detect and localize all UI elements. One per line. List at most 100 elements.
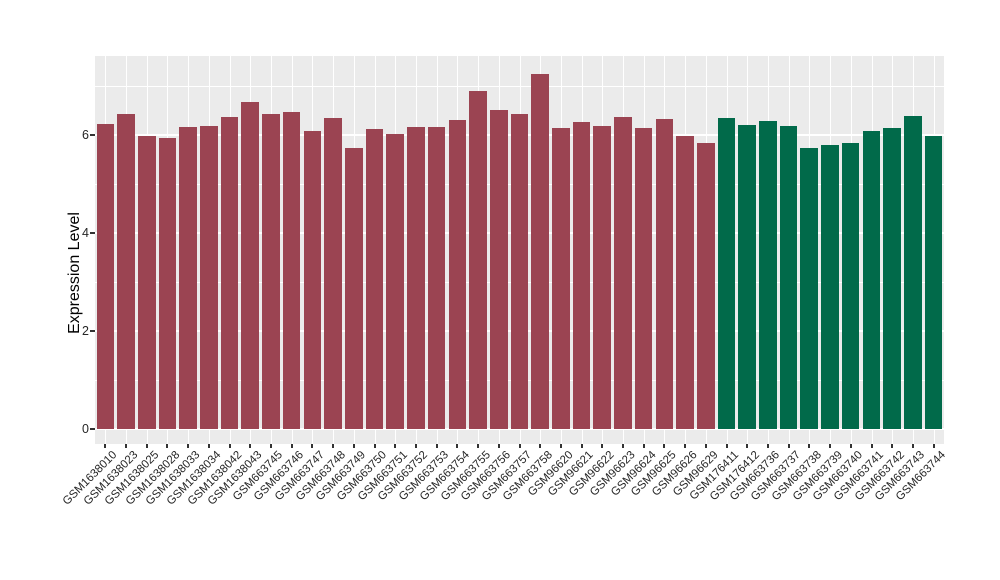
bar-slot bbox=[758, 56, 779, 429]
bar-slot bbox=[923, 56, 944, 429]
bar-slot bbox=[592, 56, 613, 429]
bar-slot bbox=[116, 56, 137, 429]
x-tick-mark bbox=[456, 444, 459, 448]
bar-slot bbox=[654, 56, 675, 429]
bar-GSM663750 bbox=[365, 129, 384, 429]
bar-GSM1638042 bbox=[220, 116, 239, 429]
x-tick-mark bbox=[394, 444, 397, 448]
bar-GSM96626 bbox=[676, 135, 694, 429]
bar-slot bbox=[840, 56, 861, 429]
y-tick-label: 0 bbox=[82, 422, 89, 436]
x-tick-mark bbox=[932, 444, 935, 448]
bar-GSM1638043 bbox=[241, 101, 260, 429]
bar-GSM663739 bbox=[821, 144, 839, 429]
x-tick-mark bbox=[290, 444, 293, 448]
bar-GSM96624 bbox=[634, 127, 653, 429]
bar-GSM663744 bbox=[924, 135, 943, 429]
x-tick-mark bbox=[704, 444, 707, 448]
x-tick-mark bbox=[622, 444, 625, 448]
plot-panel bbox=[95, 56, 944, 444]
bar-slot bbox=[778, 56, 799, 429]
bar-slot bbox=[550, 56, 571, 429]
x-tick-mark bbox=[829, 444, 832, 448]
bar-GSM176412 bbox=[738, 125, 756, 429]
y-tick-label: 4 bbox=[82, 226, 89, 240]
x-tick-mark bbox=[414, 444, 417, 448]
bar-slot bbox=[882, 56, 903, 429]
bar-slot bbox=[468, 56, 489, 429]
bar-GSM663737 bbox=[779, 126, 798, 429]
bar-GSM663755 bbox=[469, 90, 487, 429]
bar-GSM663738 bbox=[800, 148, 819, 429]
bar-slot bbox=[447, 56, 468, 429]
bar-slot bbox=[136, 56, 157, 429]
bar-slot bbox=[157, 56, 178, 429]
x-tick-mark bbox=[808, 444, 811, 448]
bar-GSM176411 bbox=[717, 117, 736, 429]
bar-GSM663745 bbox=[262, 113, 280, 429]
x-tick-mark bbox=[766, 444, 769, 448]
bar-slot bbox=[695, 56, 716, 429]
x-tick-mark bbox=[145, 444, 148, 448]
bar-slot bbox=[488, 56, 509, 429]
x-tick-mark bbox=[559, 444, 562, 448]
bar-slot bbox=[820, 56, 841, 429]
x-tick-mark bbox=[684, 444, 687, 448]
bar-slot bbox=[861, 56, 882, 429]
x-tick-mark bbox=[352, 444, 355, 448]
bar-GSM1638025 bbox=[137, 135, 156, 429]
bar-GSM663749 bbox=[344, 147, 363, 429]
bar-slot bbox=[737, 56, 758, 429]
y-tick-label: 2 bbox=[82, 324, 89, 338]
bar-slot bbox=[799, 56, 820, 429]
x-tick-mark bbox=[787, 444, 790, 448]
y-tick-mark bbox=[90, 330, 95, 332]
bar-slot bbox=[199, 56, 220, 429]
y-tick-mark bbox=[90, 232, 95, 234]
bar-GSM96621 bbox=[572, 121, 591, 429]
bar-slot bbox=[302, 56, 323, 429]
x-tick-mark bbox=[207, 444, 210, 448]
y-tick-mark bbox=[90, 134, 95, 136]
bar-slot bbox=[240, 56, 261, 429]
x-tick-mark bbox=[911, 444, 914, 448]
x-tick-mark bbox=[311, 444, 314, 448]
bar-slot bbox=[633, 56, 654, 429]
bar-GSM663754 bbox=[448, 119, 467, 429]
bar-slot bbox=[716, 56, 737, 429]
bar-GSM663736 bbox=[759, 120, 777, 429]
bar-slot bbox=[426, 56, 447, 429]
x-tick-mark bbox=[187, 444, 190, 448]
bar-GSM663747 bbox=[303, 131, 322, 429]
bar-GSM663753 bbox=[427, 127, 446, 429]
bar-slot bbox=[406, 56, 427, 429]
bar-slot bbox=[178, 56, 199, 429]
bar-slot bbox=[95, 56, 116, 429]
x-tick-mark bbox=[746, 444, 749, 448]
bar-GSM663758 bbox=[531, 74, 549, 429]
bar-slot bbox=[902, 56, 923, 429]
bar-slot bbox=[323, 56, 344, 429]
bar-GSM663743 bbox=[903, 115, 922, 429]
bar-slot bbox=[385, 56, 406, 429]
bar-GSM663740 bbox=[841, 142, 860, 429]
y-tick-mark bbox=[90, 428, 95, 430]
bar-slot bbox=[675, 56, 696, 429]
bar-GSM96620 bbox=[552, 127, 570, 429]
x-tick-mark bbox=[870, 444, 873, 448]
x-tick-mark bbox=[270, 444, 272, 448]
x-tick-mark bbox=[104, 444, 107, 448]
bar-GSM663748 bbox=[324, 117, 342, 429]
bar-GSM1638034 bbox=[200, 126, 218, 429]
bar-GSM663746 bbox=[282, 112, 301, 429]
bar-slot bbox=[613, 56, 634, 429]
bar-GSM1638028 bbox=[158, 138, 177, 429]
bar-GSM663756 bbox=[489, 109, 508, 429]
bar-GSM663752 bbox=[407, 127, 425, 429]
x-tick-mark bbox=[663, 444, 666, 448]
x-tick-mark bbox=[891, 444, 894, 448]
bar-slot bbox=[364, 56, 385, 429]
x-tick-mark bbox=[332, 444, 335, 448]
bar-GSM663742 bbox=[883, 128, 901, 429]
